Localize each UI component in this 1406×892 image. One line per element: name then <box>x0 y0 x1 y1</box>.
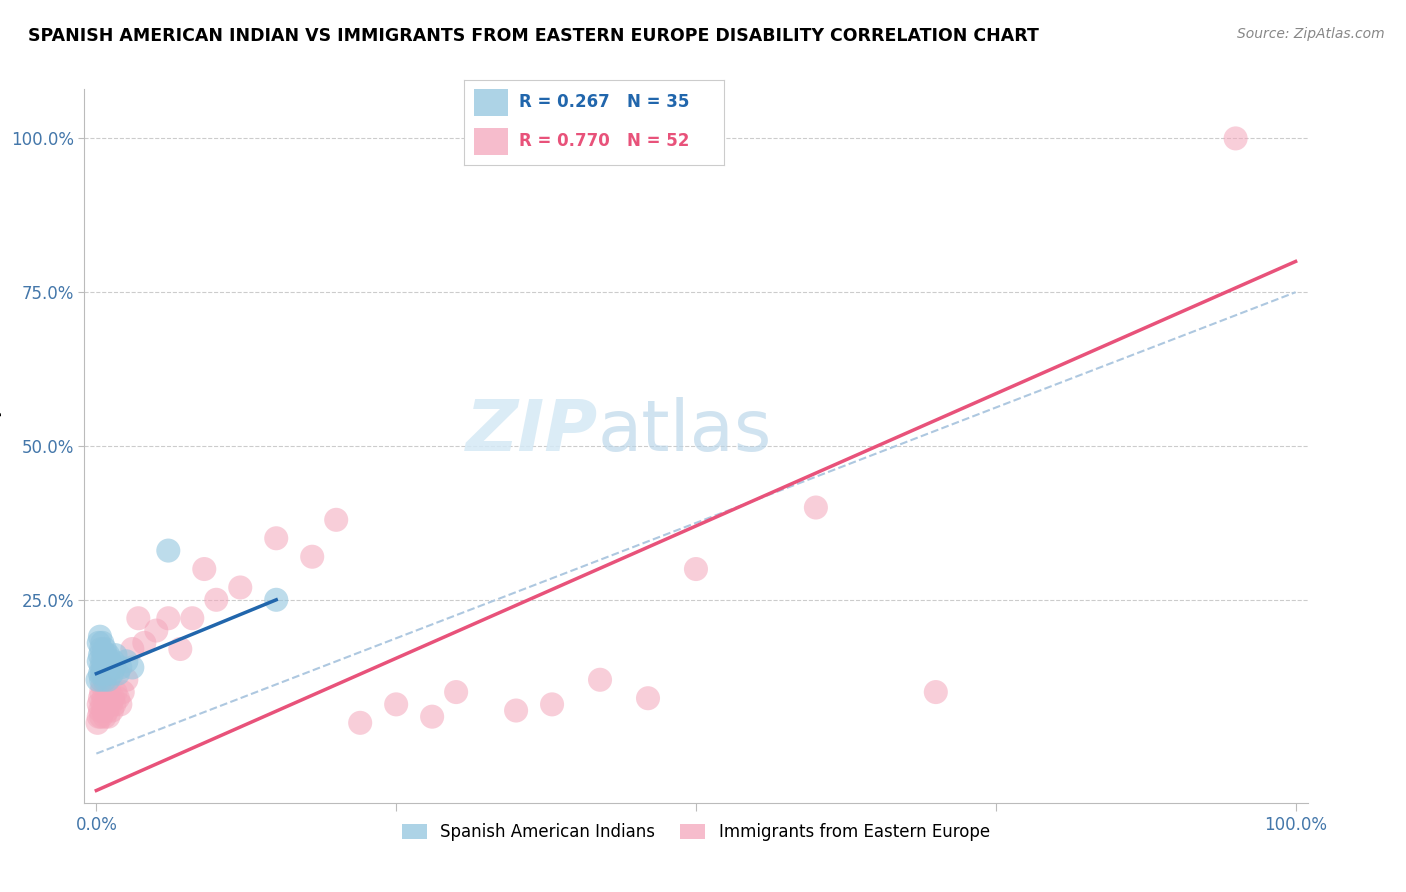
Text: SPANISH AMERICAN INDIAN VS IMMIGRANTS FROM EASTERN EUROPE DISABILITY CORRELATION: SPANISH AMERICAN INDIAN VS IMMIGRANTS FR… <box>28 27 1039 45</box>
Point <box>93 709 117 723</box>
Point <box>93 704 115 718</box>
Point <box>229 581 252 595</box>
Point <box>93 673 117 687</box>
Point <box>157 543 180 558</box>
Point <box>90 660 112 674</box>
Point <box>94 648 117 662</box>
Text: atlas: atlas <box>598 397 772 467</box>
Point <box>145 624 167 638</box>
Point <box>349 715 371 730</box>
Point <box>87 636 110 650</box>
Point <box>103 660 125 674</box>
Point <box>96 704 118 718</box>
Bar <box>474 128 508 155</box>
Point <box>94 679 117 693</box>
Point <box>93 691 115 706</box>
Point <box>87 698 110 712</box>
Text: R = 0.770   N = 52: R = 0.770 N = 52 <box>519 132 689 150</box>
Point <box>205 592 228 607</box>
Point <box>107 691 129 706</box>
Point <box>97 648 120 662</box>
Point <box>89 648 111 662</box>
Point <box>93 660 115 674</box>
Point <box>94 698 117 712</box>
Point <box>127 611 149 625</box>
Point <box>104 685 127 699</box>
Point <box>121 660 143 674</box>
Point <box>134 636 156 650</box>
Text: ZIP: ZIP <box>465 397 598 467</box>
Point <box>91 666 114 681</box>
Point <box>100 698 122 712</box>
Text: Source: ZipAtlas.com: Source: ZipAtlas.com <box>1237 27 1385 41</box>
Point <box>111 685 134 699</box>
Point <box>91 698 114 712</box>
Point <box>96 666 118 681</box>
Point <box>181 611 204 625</box>
Point <box>97 660 120 674</box>
Point <box>264 592 287 607</box>
Point <box>110 698 132 712</box>
Point <box>91 679 114 693</box>
Point <box>101 691 124 706</box>
Point <box>925 685 948 699</box>
Point <box>420 709 443 723</box>
Point <box>685 562 707 576</box>
Point <box>90 673 112 687</box>
Point <box>325 513 347 527</box>
Point <box>301 549 323 564</box>
Point <box>637 691 659 706</box>
Point <box>94 660 117 674</box>
Bar <box>474 89 508 116</box>
Point <box>1225 131 1247 145</box>
Point <box>157 611 180 625</box>
Point <box>96 654 118 668</box>
Point <box>589 673 612 687</box>
Point <box>804 500 827 515</box>
Legend: Spanish American Indians, Immigrants from Eastern Europe: Spanish American Indians, Immigrants fro… <box>395 817 997 848</box>
Point <box>93 648 115 662</box>
Point <box>103 698 125 712</box>
Point <box>264 531 287 545</box>
Point <box>104 648 127 662</box>
Point <box>87 709 110 723</box>
Point <box>97 691 120 706</box>
Point <box>86 715 108 730</box>
Point <box>115 654 138 668</box>
Point <box>86 673 108 687</box>
Point <box>89 704 111 718</box>
Text: R = 0.267   N = 35: R = 0.267 N = 35 <box>519 94 689 112</box>
Point <box>97 673 120 687</box>
Point <box>97 709 120 723</box>
Point <box>107 666 129 681</box>
Point <box>101 654 124 668</box>
Point <box>110 660 132 674</box>
Point <box>193 562 215 576</box>
Point <box>89 630 111 644</box>
Point <box>87 654 110 668</box>
Point <box>89 666 111 681</box>
Point <box>121 642 143 657</box>
Point <box>101 704 124 718</box>
Point <box>115 673 138 687</box>
Point <box>91 636 114 650</box>
Point <box>93 642 117 657</box>
Point <box>98 685 121 699</box>
Point <box>100 660 122 674</box>
Point <box>91 654 114 668</box>
Point <box>505 704 527 718</box>
Point <box>444 685 467 699</box>
Point <box>385 698 408 712</box>
Point <box>98 654 121 668</box>
Point <box>90 642 112 657</box>
Point <box>89 691 111 706</box>
Point <box>90 685 112 699</box>
Point <box>169 642 191 657</box>
Point <box>90 709 112 723</box>
Point <box>101 666 124 681</box>
Point <box>541 698 564 712</box>
